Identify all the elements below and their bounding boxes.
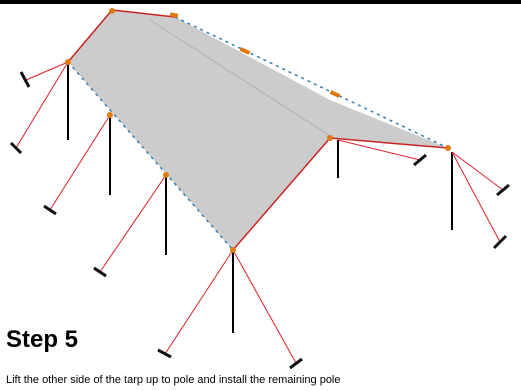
guy-line <box>451 151 501 243</box>
stake <box>157 348 172 359</box>
tarp-edges <box>67 9 449 251</box>
fitting <box>163 172 169 178</box>
fittings <box>65 8 451 253</box>
edge-top <box>111 9 176 18</box>
guy-line <box>99 174 167 273</box>
stake <box>413 153 427 167</box>
edge-near-right <box>232 137 331 251</box>
guy-line <box>15 61 69 149</box>
tarp-crease <box>149 19 331 137</box>
poles <box>67 62 453 333</box>
fitting <box>327 135 333 141</box>
fitting <box>239 47 251 55</box>
tarp <box>68 10 448 250</box>
guy-line <box>232 249 297 364</box>
fitting <box>109 8 115 14</box>
edge-far <box>174 16 449 149</box>
stake <box>43 204 57 216</box>
fitting <box>230 247 236 253</box>
guy-line <box>49 114 111 211</box>
stake <box>9 141 23 155</box>
stake <box>19 71 31 88</box>
top-rule <box>0 0 521 4</box>
stake <box>289 357 303 370</box>
fitting <box>65 59 71 65</box>
step-description: Lift the other side of the tarp up to po… <box>6 374 341 386</box>
guy-lines <box>15 61 504 364</box>
stake <box>496 183 510 197</box>
edge-left-top <box>67 9 113 63</box>
edge-near-far <box>329 137 449 149</box>
guy-line <box>337 139 421 161</box>
fitting <box>445 145 451 151</box>
stakes <box>9 71 510 370</box>
stake <box>93 266 107 278</box>
guy-line <box>25 61 69 81</box>
step-title: Step 5 <box>6 326 79 353</box>
guy-line <box>164 249 234 355</box>
fitting <box>329 90 341 98</box>
guy-line <box>451 151 504 191</box>
fitting <box>169 12 179 18</box>
fitting <box>107 112 113 118</box>
stake <box>492 234 508 250</box>
